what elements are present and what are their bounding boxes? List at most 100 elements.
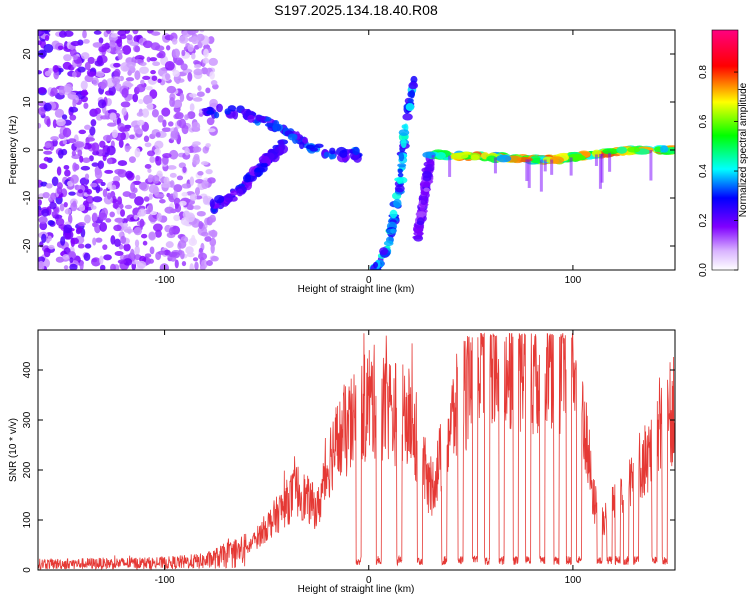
spectral-smear — [600, 153, 604, 183]
noise-blob — [50, 192, 57, 201]
snr-y-axis-label: SNR (10 * v/v) — [8, 418, 19, 482]
noise-blob — [90, 182, 98, 188]
spectral-blob — [415, 211, 427, 218]
noise-blob — [169, 97, 175, 108]
noise-blob — [197, 252, 208, 261]
spectral-blob — [408, 81, 419, 90]
noise-blob — [39, 221, 48, 231]
noise-blob — [117, 160, 128, 167]
noise-blob — [130, 248, 135, 259]
noise-blob — [43, 247, 51, 258]
noise-blob — [199, 30, 205, 33]
colorbar: 0.0 0.2 0.4 0.6 0.8 Normalized spectral ampl… — [698, 29, 749, 277]
noise-blob — [102, 244, 108, 251]
spectral-blob — [216, 103, 223, 113]
noise-blob — [77, 189, 83, 194]
spectral-blob — [549, 156, 565, 164]
noise-blob — [62, 254, 70, 260]
noise-blob — [181, 192, 188, 197]
spectral-blob — [397, 163, 407, 168]
spectral-blob — [352, 146, 360, 156]
noise-blob — [94, 107, 101, 115]
noise-blob — [43, 150, 53, 155]
noise-blob — [61, 148, 68, 156]
snr-panel: -100 0 100 0 100 200 300 400 Height of straigh… — [8, 329, 676, 595]
noise-blob — [40, 181, 48, 187]
x-tick-label: -100 — [155, 575, 175, 586]
noise-blob — [39, 163, 48, 170]
noise-blob — [74, 141, 85, 148]
noise-blob — [38, 30, 44, 37]
noise-blob — [72, 71, 77, 78]
noise-blob — [56, 118, 66, 127]
noise-blob — [148, 232, 156, 240]
spectral-blob — [224, 193, 234, 203]
spectral-smear — [594, 154, 598, 166]
noise-blob — [58, 68, 64, 73]
noise-blob — [152, 186, 160, 196]
spectrogram-x-axis-label: Height of straight line (km) — [298, 284, 415, 295]
noise-blob — [184, 147, 190, 156]
noise-blob — [154, 148, 161, 156]
spectral-blob — [407, 98, 414, 104]
noise-blob — [201, 259, 208, 269]
noise-blob — [134, 147, 141, 158]
noise-blob — [99, 255, 104, 265]
noise-blob — [92, 237, 97, 246]
noise-blob — [94, 178, 103, 184]
spectral-blob — [224, 108, 231, 115]
spectral-blob — [243, 174, 252, 183]
noise-blob — [150, 42, 161, 51]
spectral-blob — [274, 146, 280, 153]
noise-blob — [70, 40, 81, 47]
noise-blob — [175, 79, 180, 85]
noise-blob — [105, 30, 112, 34]
spectral-blob — [232, 110, 239, 120]
noise-blob — [138, 98, 144, 105]
noise-blob — [210, 232, 218, 238]
spectral-blob — [309, 147, 319, 152]
spectral-blob — [419, 181, 431, 188]
noise-blob — [118, 139, 124, 148]
noise-blob — [97, 160, 105, 170]
noise-blob — [117, 53, 123, 60]
noise-blob — [179, 200, 187, 206]
noise-blob — [205, 168, 213, 175]
noise-blob — [149, 246, 155, 255]
noise-blob — [169, 227, 174, 236]
noise-blob — [90, 119, 97, 127]
noise-blob — [196, 210, 206, 217]
noise-blob — [189, 263, 194, 270]
spectral-smear — [431, 154, 435, 170]
spectral-blob — [299, 141, 305, 150]
noise-blob — [134, 59, 144, 64]
spectral-blob — [339, 150, 348, 158]
noise-blob — [63, 30, 74, 37]
noise-blob — [113, 224, 122, 232]
noise-blob — [152, 61, 161, 67]
noise-blob — [150, 69, 156, 75]
chart-title: S197.2025.134.18.40.R08 — [274, 2, 438, 18]
spectral-blob — [213, 195, 225, 204]
snr-series-line — [38, 332, 675, 570]
noise-blob — [44, 142, 52, 149]
spectral-blob — [383, 240, 394, 247]
noise-blob — [38, 260, 45, 270]
noise-blob — [44, 35, 50, 41]
spectral-blob — [412, 235, 422, 240]
noise-blob — [63, 83, 73, 93]
noise-blob — [146, 103, 154, 111]
noise-blob — [191, 36, 199, 45]
noise-blob — [77, 243, 85, 249]
noise-blob — [151, 31, 161, 36]
noise-blob — [113, 175, 121, 183]
noise-blob — [143, 196, 150, 202]
noise-blob — [69, 106, 79, 113]
noise-blob — [126, 34, 133, 41]
noise-blob — [151, 75, 158, 81]
noise-blob — [169, 172, 177, 178]
noise-blob — [91, 212, 98, 222]
noise-blob — [206, 259, 213, 267]
snr-y-ticks: 0 100 200 300 400 — [22, 361, 675, 573]
noise-blob — [83, 252, 91, 262]
